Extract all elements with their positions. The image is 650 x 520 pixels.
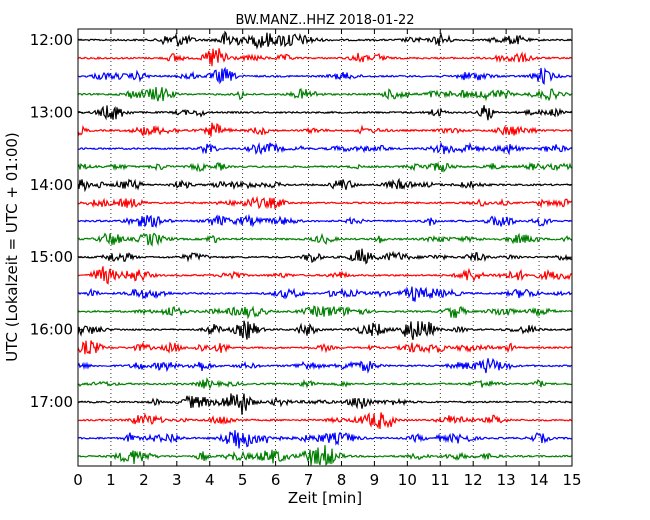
y-axis-label: UTC (Lokalzeit = UTC + 01:00)	[3, 132, 21, 362]
trace-line	[77, 122, 573, 137]
y-tick-label: 15:00	[30, 248, 73, 266]
x-tick-label: 12	[464, 471, 483, 489]
y-tick-label: 16:00	[30, 321, 73, 339]
grid-lines	[110, 29, 540, 466]
plot-border	[77, 28, 573, 467]
trace-line	[77, 266, 573, 285]
x-tick-label: 10	[398, 471, 417, 489]
x-axis-label: Zeit [min]	[288, 489, 362, 507]
trace-line	[77, 412, 573, 430]
trace-line	[77, 286, 573, 302]
trace-line	[77, 30, 573, 50]
trace-line	[77, 430, 573, 449]
trace-line	[77, 86, 573, 102]
x-tick-label: 7	[304, 471, 314, 489]
trace-line	[77, 141, 573, 156]
trace-line	[77, 357, 573, 374]
x-tick-label: 14	[530, 471, 549, 489]
x-tick-label: 5	[238, 471, 248, 489]
x-tick-label: 11	[431, 471, 450, 489]
x-tick-label: 2	[139, 471, 149, 489]
trace-line	[77, 305, 573, 320]
trace-group	[77, 30, 573, 466]
trace-line	[77, 445, 573, 466]
trace-line	[77, 195, 573, 210]
trace-line	[77, 377, 573, 390]
x-tick-label: 4	[205, 471, 215, 489]
y-tick-label: 13:00	[30, 103, 73, 121]
trace-line	[77, 340, 573, 355]
x-tick-label: 6	[271, 471, 281, 489]
x-tick-label: 3	[172, 471, 182, 489]
trace-line	[77, 248, 573, 265]
trace-line	[77, 66, 573, 86]
x-tick-label: 13	[497, 471, 516, 489]
trace-line	[77, 232, 573, 247]
x-ticks: 0 1 2 3 4 5 6 7 8 9 10 11 12 13 14 15	[73, 29, 582, 489]
x-tick-label: 8	[337, 471, 347, 489]
trace-line	[77, 213, 573, 229]
y-tick-label: 17:00	[30, 393, 73, 411]
x-tick-label: 1	[106, 471, 116, 489]
trace-line	[77, 393, 573, 415]
trace-line	[77, 177, 573, 193]
trace-line	[77, 48, 573, 67]
trace-line	[77, 161, 573, 173]
trace-line	[77, 105, 573, 121]
y-tick-label: 12:00	[30, 31, 73, 49]
y-tick-label: 14:00	[30, 176, 73, 194]
x-tick-label: 0	[73, 471, 83, 489]
y-ticks: 12:00 13:00 14:00 15:00 16:00 17:00	[30, 31, 572, 411]
plot-frame	[77, 28, 573, 467]
chart-title: BW.MANZ..HHZ 2018-01-22	[235, 13, 414, 28]
x-tick-label: 9	[370, 471, 380, 489]
trace-line	[77, 320, 573, 340]
x-tick-label: 15	[562, 471, 581, 489]
